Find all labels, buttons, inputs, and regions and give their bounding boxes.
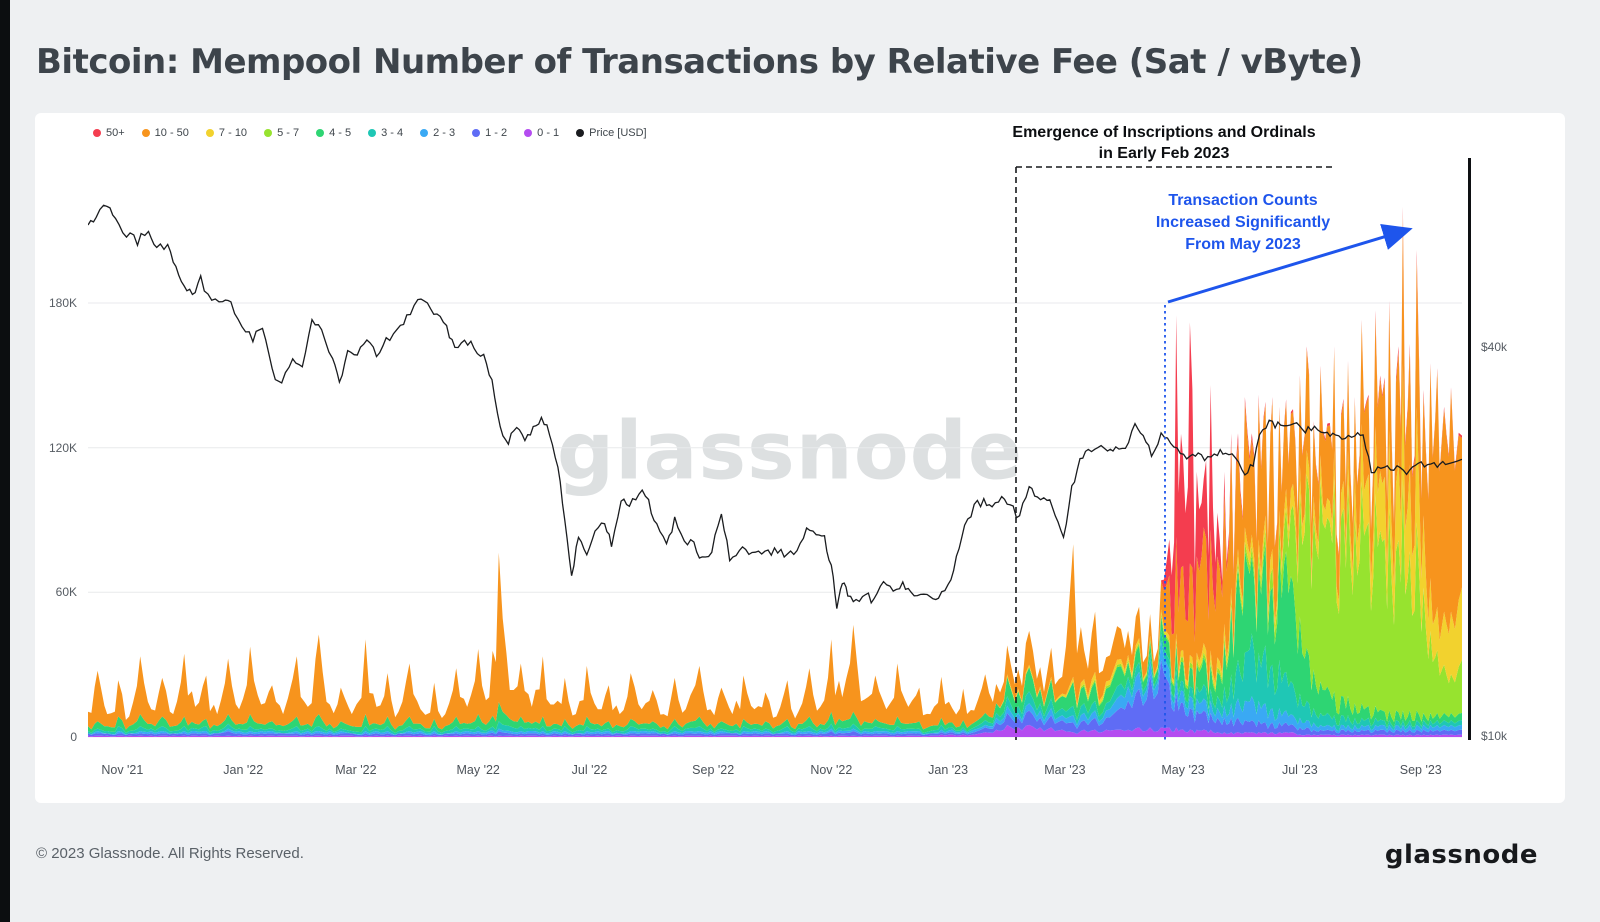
legend-dot-icon	[316, 129, 325, 137]
legend-label: 1 - 2	[485, 127, 508, 139]
legend-label: 7 - 10	[218, 127, 248, 139]
legend-item-3-4[interactable]: 3 - 4	[368, 127, 403, 139]
x-tick-label: Mar '23	[1044, 763, 1086, 777]
glassnode-logo: glassnode	[1384, 840, 1538, 870]
legend-label: 10 - 50	[154, 127, 189, 139]
legend-label: Price [USD]	[589, 127, 647, 139]
y-left-tick-label: 180K	[48, 296, 77, 310]
legend-item-0-1[interactable]: 0 - 1	[524, 127, 559, 139]
copyright-text: © 2023 Glassnode. All Rights Reserved.	[36, 845, 304, 862]
price-line	[88, 204, 1462, 609]
x-tick-label: Sep '23	[1399, 763, 1442, 777]
legend-dot-icon	[93, 129, 101, 137]
legend-label: 5 - 7	[277, 127, 300, 139]
y-left-tick-label: 0	[70, 730, 77, 744]
legend-dot-icon	[205, 129, 214, 137]
y-left-tick-label: 120K	[48, 440, 77, 455]
y-right-tick-label: $40k	[1481, 340, 1508, 354]
legend-dot-icon	[264, 129, 273, 137]
legend-dot-icon	[472, 129, 481, 137]
legend-dot-icon	[368, 129, 377, 137]
left-edge-bar	[0, 0, 10, 922]
glassnode-watermark: glassnode	[556, 404, 1024, 498]
x-tick-label: May '22	[456, 763, 500, 777]
x-tick-label: Nov '21	[101, 763, 144, 777]
legend-item-7-10[interactable]: 7 - 10	[205, 127, 248, 139]
price-axis-line	[1468, 158, 1471, 740]
legend-label: 50+	[106, 127, 125, 139]
legend-label: 3 - 4	[381, 127, 404, 139]
legend-item-1-2[interactable]: 1 - 2	[472, 127, 507, 139]
legend-label: 0 - 1	[537, 127, 560, 139]
y-left-tick-label: 60K	[55, 585, 77, 600]
annotation-tx-counts: Transaction Counts Increased Significant…	[1093, 190, 1393, 256]
legend-dot-icon	[576, 129, 585, 137]
legend-label: 4 - 5	[329, 127, 352, 139]
x-tick-label: Jan '22	[223, 763, 264, 777]
chart-card: 50+ 10 - 50 7 - 10 5 - 7 4 - 5 3 - 4 2 - 3 1 - …	[35, 113, 1565, 803]
annotation-ordinals-line1: Emergence of Inscriptions and Ordinals	[1012, 124, 1316, 141]
annotation-ordinals-line2: in Early Feb 2023	[1098, 145, 1230, 162]
chart-legend: 50+ 10 - 50 7 - 10 5 - 7 4 - 5 3 - 4 2 - 3 1 - …	[93, 127, 647, 139]
x-tick-label: Jul '22	[571, 763, 608, 777]
area-series-3-4	[88, 630, 1462, 735]
area-series-1-2	[88, 659, 1462, 737]
legend-item-2-3[interactable]: 2 - 3	[420, 127, 455, 139]
x-tick-label: Jul '23	[1281, 763, 1318, 777]
page-title: Bitcoin: Mempool Number of Transactions …	[36, 42, 1363, 82]
area-series-4-5	[88, 544, 1462, 733]
legend-item-5-7[interactable]: 5 - 7	[264, 127, 299, 139]
legend-dot-icon	[420, 129, 429, 137]
legend-dot-icon	[141, 129, 150, 137]
x-tick-label: Mar '22	[335, 763, 377, 777]
legend-item-10-50[interactable]: 10 - 50	[141, 127, 189, 139]
annotation-tx-counts-line2: Increased Significantly	[1155, 214, 1331, 231]
legend-dot-icon	[524, 129, 533, 137]
annotation-tx-counts-line1: Transaction Counts	[1168, 192, 1318, 209]
legend-item-50+[interactable]: 50+	[93, 127, 125, 139]
y-right-tick-label: $10k	[1481, 729, 1508, 743]
annotation-tx-counts-line3: From May 2023	[1185, 236, 1301, 253]
x-tick-label: May '23	[1161, 763, 1205, 777]
x-tick-label: Nov '22	[810, 763, 853, 777]
x-tick-label: Sep '22	[692, 763, 735, 777]
legend-item-Price-USD-[interactable]: Price [USD]	[576, 127, 647, 139]
legend-item-4-5[interactable]: 4 - 5	[316, 127, 351, 139]
mempool-chart-svg	[88, 204, 1462, 738]
x-tick-label: Jan '23	[928, 763, 969, 777]
legend-label: 2 - 3	[433, 127, 456, 139]
area-series-0-1	[88, 724, 1462, 737]
plot-area[interactable]	[88, 158, 1462, 738]
annotation-ordinals: Emergence of Inscriptions and Ordinals i…	[984, 122, 1344, 164]
area-series-5-7	[88, 474, 1462, 730]
